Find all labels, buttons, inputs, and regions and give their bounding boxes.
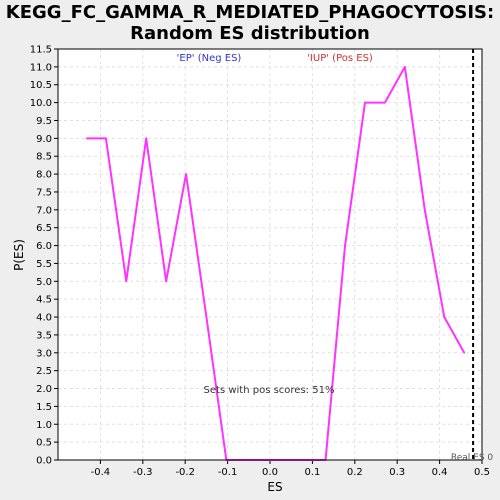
pos-scores-annotation: Sets with pos scores: 51%	[204, 385, 335, 396]
chart-title-line-2: Random ES distribution	[130, 23, 370, 44]
pos-es-label: 'IUP' (Pos ES)	[307, 53, 373, 64]
x-tick-label: 0.4	[432, 467, 448, 478]
data-point	[105, 137, 107, 140]
y-tick-label: 0.5	[36, 438, 52, 449]
y-tick-label: 9.0	[36, 134, 52, 145]
y-tick-label: 8.5	[36, 152, 52, 163]
data-point	[384, 101, 386, 104]
data-point	[344, 244, 346, 247]
x-tick-label: -0.2	[175, 467, 195, 478]
y-tick-label: 6.5	[36, 223, 52, 234]
y-axis-label: P(ES)	[12, 239, 26, 271]
x-tick-label: -0.1	[218, 467, 238, 478]
y-tick-label: 10.0	[30, 98, 52, 109]
neg-es-label: 'EP' (Neg ES)	[177, 53, 242, 64]
x-tick-label: -0.4	[91, 467, 111, 478]
y-tick-label: 1.0	[36, 420, 52, 431]
data-point	[86, 137, 88, 140]
chart-title-line-1: KEGG_FC_GAMMA_R_MEDIATED_PHAGOCYTOSIS:	[5, 2, 495, 23]
y-tick-label: 3.0	[36, 348, 52, 359]
y-tick-label: 2.0	[36, 384, 52, 395]
data-point	[423, 209, 426, 211]
data-point	[165, 280, 167, 283]
y-tick-label: 1.5	[36, 402, 52, 413]
x-axis-label: ES	[267, 480, 282, 494]
y-tick-label: 11.0	[30, 62, 52, 73]
x-tick-label: 0.5	[474, 467, 490, 478]
x-tick-label: 0.3	[389, 467, 405, 478]
y-tick-label: 2.5	[36, 366, 52, 377]
data-point	[205, 316, 208, 318]
y-tick-label: 8.0	[36, 170, 52, 181]
y-tick-label: 5.5	[36, 259, 52, 270]
y-tick-label: 4.0	[36, 313, 52, 324]
axis-ticks: -0.4 -0.3 -0.2 -0.1 0.0 0.1 0.2 0.3 0.4 0.5 0.0 0.5…	[30, 45, 490, 479]
y-tick-label: 0.0	[36, 456, 52, 467]
y-tick-label: 7.0	[36, 205, 52, 216]
y-tick-label: 3.5	[36, 330, 52, 341]
y-tick-label: 4.5	[36, 295, 52, 306]
data-point	[364, 101, 366, 104]
data-point	[145, 137, 147, 140]
data-point	[125, 280, 128, 283]
x-tick-label: 0.2	[347, 467, 363, 478]
data-point	[443, 316, 446, 318]
y-tick-label: 9.5	[36, 116, 52, 127]
x-tick-label: -0.3	[133, 467, 153, 478]
y-tick-label: 7.5	[36, 187, 52, 198]
data-point	[463, 351, 465, 354]
data-point	[185, 173, 187, 175]
y-tick-label: 10.5	[30, 80, 52, 91]
data-point	[404, 66, 406, 68]
y-tick-label: 6.0	[36, 241, 52, 252]
real-es-label: Real ES 0	[451, 453, 494, 463]
plot-frame	[57, 48, 483, 461]
x-tick-label: 0.1	[304, 467, 320, 478]
y-tick-label: 11.5	[30, 45, 52, 56]
x-tick-label: 0.0	[262, 467, 278, 478]
y-tick-label: 5.0	[36, 277, 52, 288]
